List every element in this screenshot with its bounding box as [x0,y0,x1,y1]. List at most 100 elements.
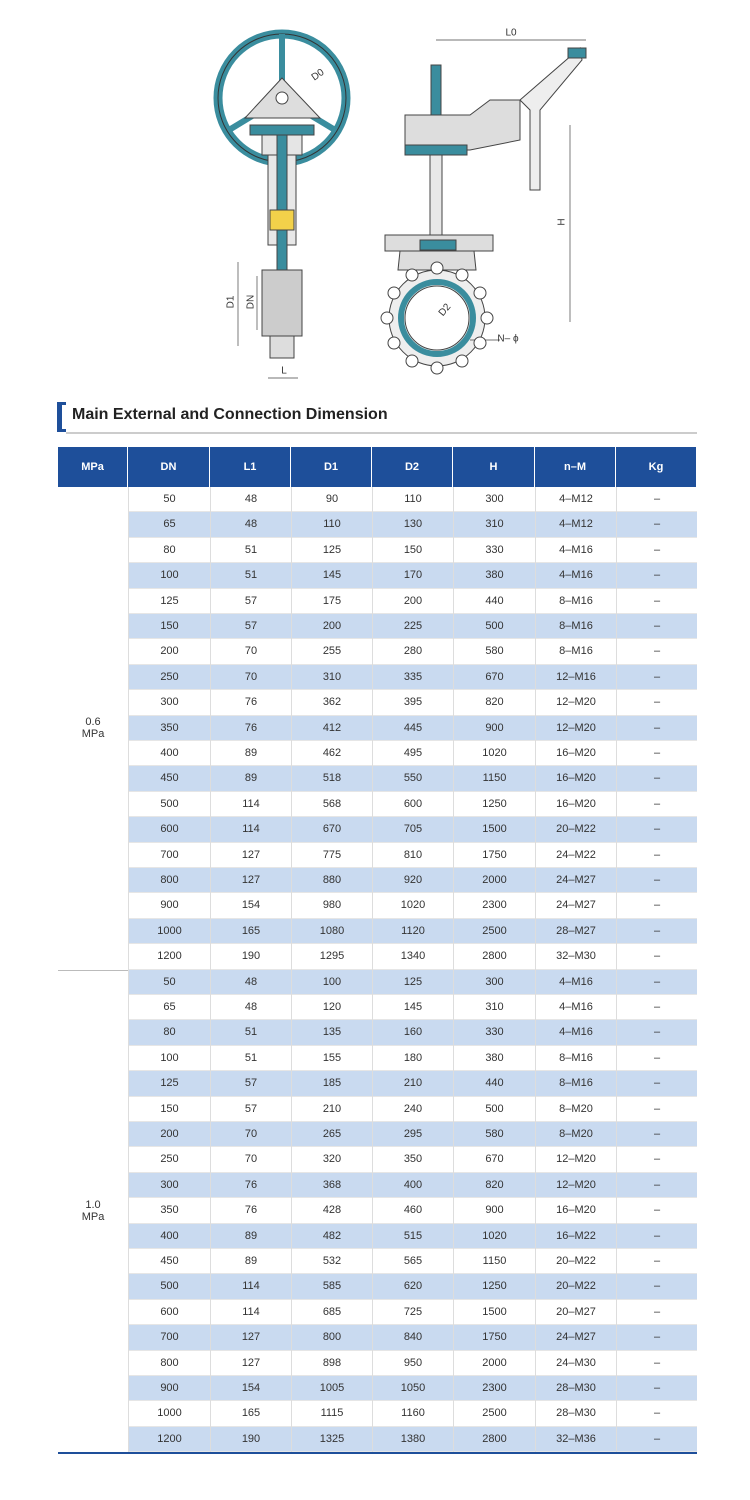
cell: 500 [128,1274,210,1300]
cell: 800 [128,1350,210,1376]
cell: 65 [128,512,210,538]
cell: 2800 [453,1426,535,1453]
section-bracket [57,402,62,432]
cell: 114 [210,791,291,818]
header-cell: D1 [291,447,372,487]
cell: 395 [372,690,453,716]
row-bg [128,969,697,995]
cell: – [616,588,697,614]
cell: 24–M27 [535,1325,616,1351]
header-cell: Kg [616,447,697,487]
cell: 350 [372,1147,453,1173]
cell: 8–M16 [535,1071,616,1097]
row-bg [128,563,697,589]
cell: 462 [291,741,372,767]
cell: 2300 [453,893,535,919]
cell: 980 [291,893,372,919]
cell: 280 [372,639,453,665]
cell: 310 [453,995,535,1021]
cell: – [616,639,697,665]
cell: 165 [210,1401,291,1427]
cell: 8–M16 [535,588,616,614]
cell: 1000 [128,918,210,945]
row-bg [128,1223,697,1249]
cell: 16–M20 [535,791,616,818]
cell: 170 [372,563,453,589]
cell: 250 [128,1147,210,1173]
group-label: 0.6 [85,716,101,729]
cell: – [616,918,697,945]
row-bg [128,512,697,538]
row-bg [128,639,697,665]
cell: 51 [210,1045,291,1072]
cell: 8–M20 [535,1096,616,1122]
cell: 300 [128,1172,210,1199]
cell: 1325 [291,1426,372,1453]
cell: 2000 [453,868,535,894]
cell: – [616,512,697,538]
row-bg [128,614,697,640]
cell: – [616,1426,697,1453]
cell: 160 [372,1020,453,1046]
cell: 110 [372,487,453,513]
cell: 154 [210,893,291,919]
row-bg [128,944,697,970]
cell: 90 [291,487,372,513]
cell: 51 [210,1020,291,1046]
row-bg [128,537,697,564]
cell: 320 [291,1147,372,1173]
cell: 70 [210,639,291,665]
cell: – [616,817,697,843]
cell: 445 [372,715,453,741]
cell: 4–M16 [535,969,616,995]
cell: 135 [291,1020,372,1046]
cell: 190 [210,1426,291,1453]
cell: 48 [210,487,291,513]
cell: 380 [453,563,535,589]
cell: 330 [453,1020,535,1046]
cell: 165 [210,918,291,945]
cell: 1005 [291,1376,372,1402]
cell: 225 [372,614,453,640]
cell: 100 [291,969,372,995]
row-bg [128,588,697,614]
cell: 125 [128,1071,210,1097]
cell: 2300 [453,1376,535,1402]
cell: 810 [372,842,453,868]
cell: 210 [291,1096,372,1122]
cell: 150 [372,537,453,564]
cell: 1250 [453,791,535,818]
cell: 440 [453,588,535,614]
cell: – [616,715,697,741]
row-bg [128,1020,697,1046]
cell: 705 [372,817,453,843]
cell: 330 [453,537,535,564]
cell: – [616,1147,697,1173]
row-bg [128,1376,697,1402]
cell: – [616,1223,697,1249]
cell: 1150 [453,766,535,792]
cell: 100 [128,1045,210,1072]
cell: – [616,1198,697,1224]
section-bracket [62,429,66,432]
cell: 460 [372,1198,453,1224]
cell: 900 [128,893,210,919]
cell: 412 [291,715,372,741]
group-label: MPa [81,1211,105,1224]
cell: 515 [372,1223,453,1249]
cell: 1160 [372,1401,453,1427]
cell: 57 [210,1096,291,1122]
row-bg [128,1350,697,1376]
cell: – [616,1071,697,1097]
cell: 255 [291,639,372,665]
cell: 80 [128,537,210,564]
cell: – [616,1401,697,1427]
cell: 350 [128,715,210,741]
label-h: H [557,218,568,225]
header-cell: L1 [210,447,291,487]
cell: – [616,1096,697,1122]
cell: 125 [128,588,210,614]
cell: 175 [291,588,372,614]
cell: 89 [210,1249,291,1275]
cell: 350 [128,1198,210,1224]
